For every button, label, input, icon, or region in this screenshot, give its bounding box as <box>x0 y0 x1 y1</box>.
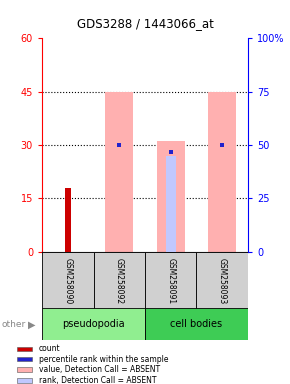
Text: ▶: ▶ <box>28 319 36 329</box>
Bar <box>65 188 71 252</box>
Bar <box>166 156 176 252</box>
Bar <box>42 308 145 340</box>
Text: percentile rank within the sample: percentile rank within the sample <box>39 354 168 364</box>
Text: pseudopodia: pseudopodia <box>62 319 125 329</box>
Bar <box>145 308 248 340</box>
Text: GSM258090: GSM258090 <box>63 258 72 304</box>
Text: value, Detection Call = ABSENT: value, Detection Call = ABSENT <box>39 365 160 374</box>
Bar <box>42 252 93 309</box>
Bar <box>66 248 70 252</box>
Bar <box>220 143 224 147</box>
Text: rank, Detection Call = ABSENT: rank, Detection Call = ABSENT <box>39 376 156 384</box>
Bar <box>208 92 236 252</box>
Bar <box>117 143 121 147</box>
Bar <box>157 141 185 252</box>
Text: count: count <box>39 344 61 353</box>
Text: GSM258091: GSM258091 <box>166 258 175 304</box>
Bar <box>197 252 248 309</box>
Bar <box>17 367 32 372</box>
Text: GDS3288 / 1443066_at: GDS3288 / 1443066_at <box>77 17 213 30</box>
Text: other: other <box>1 320 26 329</box>
Bar <box>17 378 32 383</box>
Bar <box>105 92 133 252</box>
Bar <box>17 357 32 361</box>
Bar <box>17 347 32 351</box>
Bar <box>145 252 197 309</box>
Text: cell bodies: cell bodies <box>171 319 222 329</box>
Text: GSM258092: GSM258092 <box>115 258 124 304</box>
Text: GSM258093: GSM258093 <box>218 258 227 304</box>
Bar <box>93 252 145 309</box>
Bar <box>169 150 173 154</box>
